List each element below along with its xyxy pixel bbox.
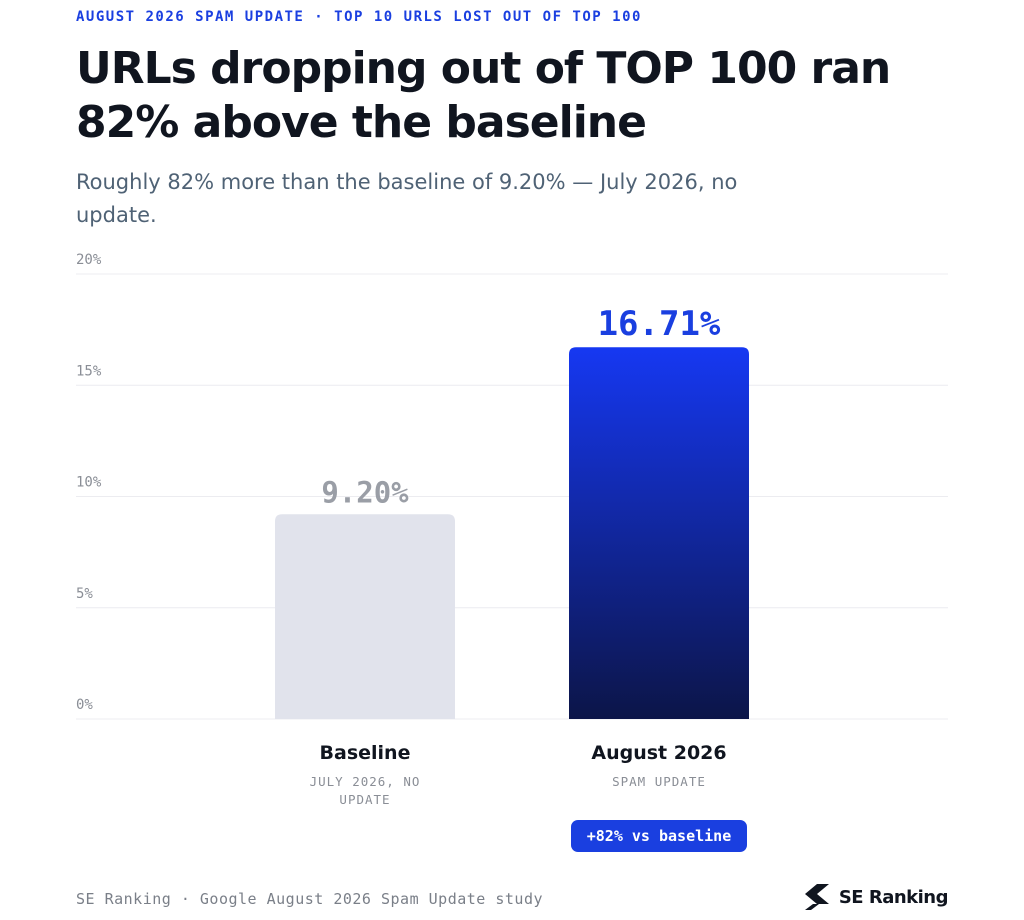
x-category-label: August 2026 xyxy=(591,742,726,764)
bar-chart: 0% 5% 10% 15% 20% 9.20% Baseline JULY 2026, NO U… xyxy=(76,252,948,852)
x-category-sublabel: UPDATE xyxy=(339,792,390,807)
x-category-label: Baseline xyxy=(320,742,411,764)
comparison-badge xyxy=(571,820,747,852)
brand: SE Ranking xyxy=(803,882,949,912)
footer-source: SE Ranking · Google August 2026 Spam Upd… xyxy=(76,890,544,908)
bar-value-label: 16.71% xyxy=(598,304,721,344)
grid-lines xyxy=(76,273,948,720)
bar-august-2026 xyxy=(569,347,749,719)
se-ranking-logo-icon xyxy=(804,884,829,910)
x-category-sublabel: SPAM UPDATE xyxy=(612,774,706,789)
bar-value-label: 9.20% xyxy=(321,475,409,509)
y-tick-label: 5% xyxy=(76,586,93,602)
y-tick-label: 0% xyxy=(76,697,93,713)
y-tick-label: 20% xyxy=(76,252,102,268)
eyebrow-label: AUGUST 2026 SPAM UPDATE · TOP 10 URLS LO… xyxy=(76,9,642,25)
comparison-badge-text: +82% vs baseline xyxy=(587,827,732,845)
y-tick-label: 10% xyxy=(76,475,102,491)
y-tick-label: 15% xyxy=(76,363,102,379)
bar-baseline xyxy=(275,514,455,719)
bar-labels: 0% 5% 10% 15% 20% 9.20% Baseline JULY 2026, NO U… xyxy=(76,252,747,852)
chart-subtitle: Roughly 82% more than the baseline of 9.… xyxy=(76,170,738,227)
x-category-sublabel: JULY 2026, NO xyxy=(310,774,421,789)
brand-name: SE Ranking xyxy=(838,886,949,908)
chart-title: URLs dropping out of TOP 100 ran 82% abo… xyxy=(76,43,891,148)
bars xyxy=(275,347,749,719)
